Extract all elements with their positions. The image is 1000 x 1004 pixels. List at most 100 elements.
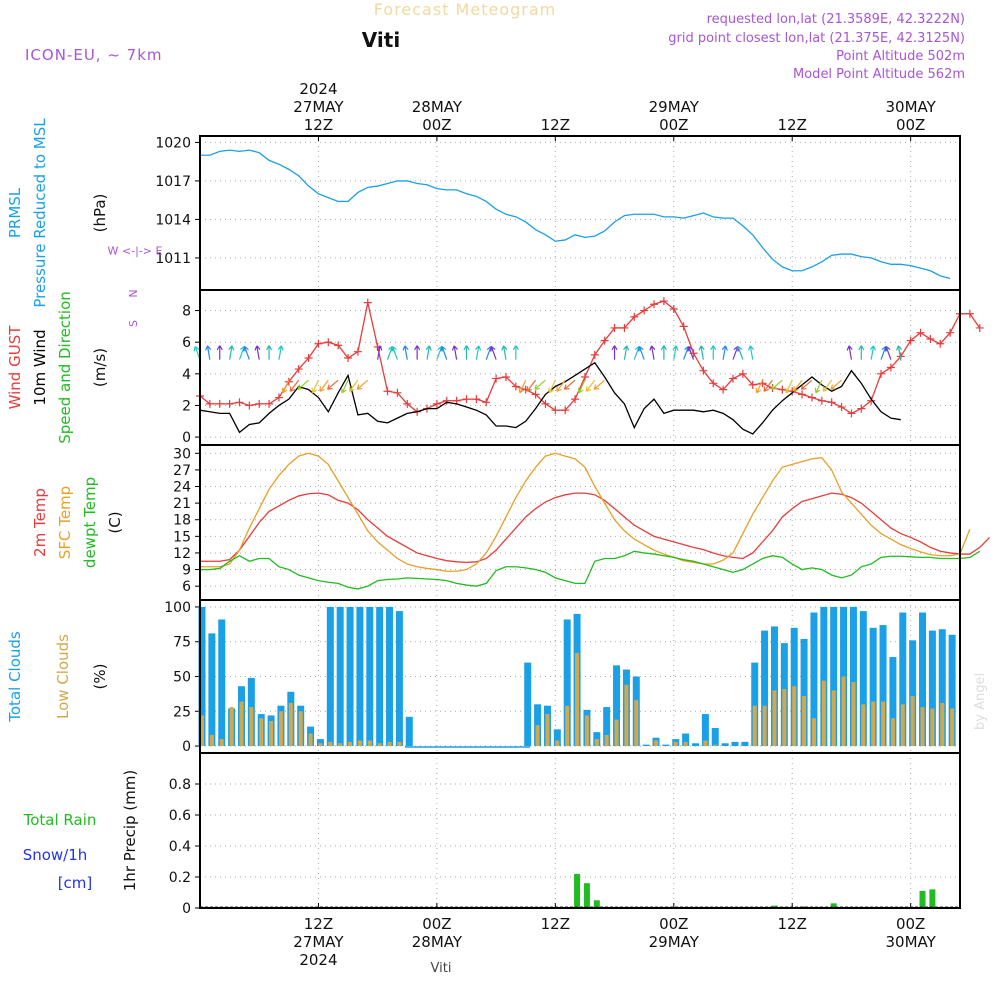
clouds-bar: [387, 741, 392, 747]
pressure-ytick-label: 1011: [155, 251, 191, 267]
clouds-bar: [249, 707, 254, 747]
clouds-bar: [909, 640, 917, 747]
gust-marker: [403, 399, 412, 408]
model-altitude: Model Point Altitude 562m: [793, 67, 965, 82]
clouds-bar: [336, 606, 344, 747]
clouds-bar: [792, 686, 797, 747]
wind-direction-arrow: [425, 345, 432, 360]
gust-marker: [738, 369, 747, 378]
wind-direction-arrow: [265, 345, 273, 360]
gust-marker: [363, 298, 372, 307]
top-time-label: 28MAY: [412, 98, 463, 116]
wind-panel: 0 2 4 6 8 Wind GUST 10m Wind Speed and Directio…: [6, 245, 984, 446]
clouds-bar: [386, 606, 394, 747]
clouds-bar: [357, 740, 362, 747]
clouds-bar: [741, 741, 749, 747]
clouds-bar: [395, 611, 403, 747]
pressure-ylabel: Pressure Reduced to MSL: [31, 118, 49, 308]
wind-ylabel: Speed and Direction: [56, 291, 74, 444]
wind-direction-arrow: [311, 379, 319, 394]
bottom-time-label: 2024: [299, 951, 337, 969]
gust-marker: [906, 336, 915, 345]
clouds-bar: [298, 711, 303, 747]
clouds-bar: [920, 707, 925, 747]
gust-marker: [640, 306, 649, 315]
clouds-bar: [703, 740, 708, 747]
clouds-bar: [751, 662, 759, 747]
clouds-bar: [614, 719, 619, 747]
wind-direction-arrow: [402, 345, 409, 360]
temperature-unit: (C): [106, 511, 124, 533]
wind-direction-arrow: [297, 379, 309, 390]
gust-marker: [630, 312, 639, 321]
wind-direction-arrow: [611, 345, 618, 360]
temperature-ytick-label: 6: [182, 579, 191, 595]
temperature-series-sfc-temp: [200, 452, 971, 572]
gust-marker: [877, 369, 886, 378]
temperature-ytick-label: 9: [182, 563, 191, 579]
clouds-bar: [871, 701, 876, 747]
clouds-bar: [594, 739, 599, 747]
gust-marker: [393, 388, 402, 397]
wind-direction-arrow: [281, 379, 290, 394]
clouds-bar: [278, 711, 283, 747]
gust-marker: [748, 380, 757, 389]
clouds-bar: [356, 606, 364, 747]
wind-direction-arrow: [451, 345, 458, 360]
precip-bar: [929, 889, 936, 908]
clouds-bar: [772, 690, 777, 747]
clouds-bar: [711, 727, 719, 747]
clouds-bar: [820, 606, 828, 747]
clouds-bar: [950, 708, 955, 747]
clouds-bar: [634, 700, 639, 747]
gust-marker: [857, 404, 866, 413]
clouds-bar: [770, 626, 778, 747]
gust-marker: [462, 395, 471, 404]
wind-direction-arrow: [548, 379, 556, 394]
wind-direction-arrow: [710, 345, 717, 360]
temperature-ytick-label: 15: [173, 529, 191, 545]
bottom-time-label: 12Z: [541, 915, 570, 933]
temperature-ytick-label: 21: [173, 496, 191, 512]
precip-unit: 1hr Precip (mm): [121, 770, 139, 891]
temperature-ytick-label: 27: [173, 463, 191, 479]
wind-frame: [199, 289, 961, 446]
gust-marker: [620, 323, 629, 332]
temperature-ytick-label: 30: [173, 446, 191, 462]
wind-direction-arrow: [884, 345, 892, 360]
pressure-ytick-label: 1017: [155, 174, 191, 190]
clouds-bar: [219, 739, 224, 747]
wind-direction-arrow: [489, 345, 497, 360]
top-time-label: 27MAY: [293, 98, 344, 116]
gust-marker: [324, 338, 333, 347]
wind-direction-arrow: [846, 345, 853, 360]
clouds-bar: [198, 606, 206, 747]
clouds-bar: [397, 741, 402, 747]
clouds-bar: [366, 606, 374, 747]
wind-direction-arrow: [800, 379, 813, 390]
clouds-bar: [948, 634, 956, 747]
wind-direction-arrow: [895, 345, 903, 360]
clouds-bar: [802, 695, 807, 747]
clouds-bar: [731, 741, 739, 747]
wind-direction-arrow: [254, 345, 261, 360]
clouds-bar: [713, 744, 718, 747]
clouds-bar: [328, 741, 333, 747]
precip-ytick-label: 0.8: [169, 777, 191, 793]
top-time-label: 2024: [299, 80, 337, 98]
gust-marker: [314, 339, 323, 348]
wind-direction-arrow: [785, 379, 793, 394]
temperature-ytick-label: 12: [173, 546, 191, 562]
clouds-ylabel: Total Clouds: [6, 631, 24, 723]
gust-marker: [965, 309, 974, 318]
gust-marker: [827, 398, 836, 407]
wind-direction-arrow: [771, 379, 783, 390]
wind-direction-arrow: [563, 379, 576, 390]
wind-direction-arrow: [869, 345, 876, 360]
clouds-bar: [524, 662, 532, 747]
gust-marker: [571, 395, 580, 404]
gust-marker: [709, 379, 718, 388]
clouds-bar: [405, 716, 413, 747]
bottom-time-label: 00Z: [659, 915, 688, 933]
